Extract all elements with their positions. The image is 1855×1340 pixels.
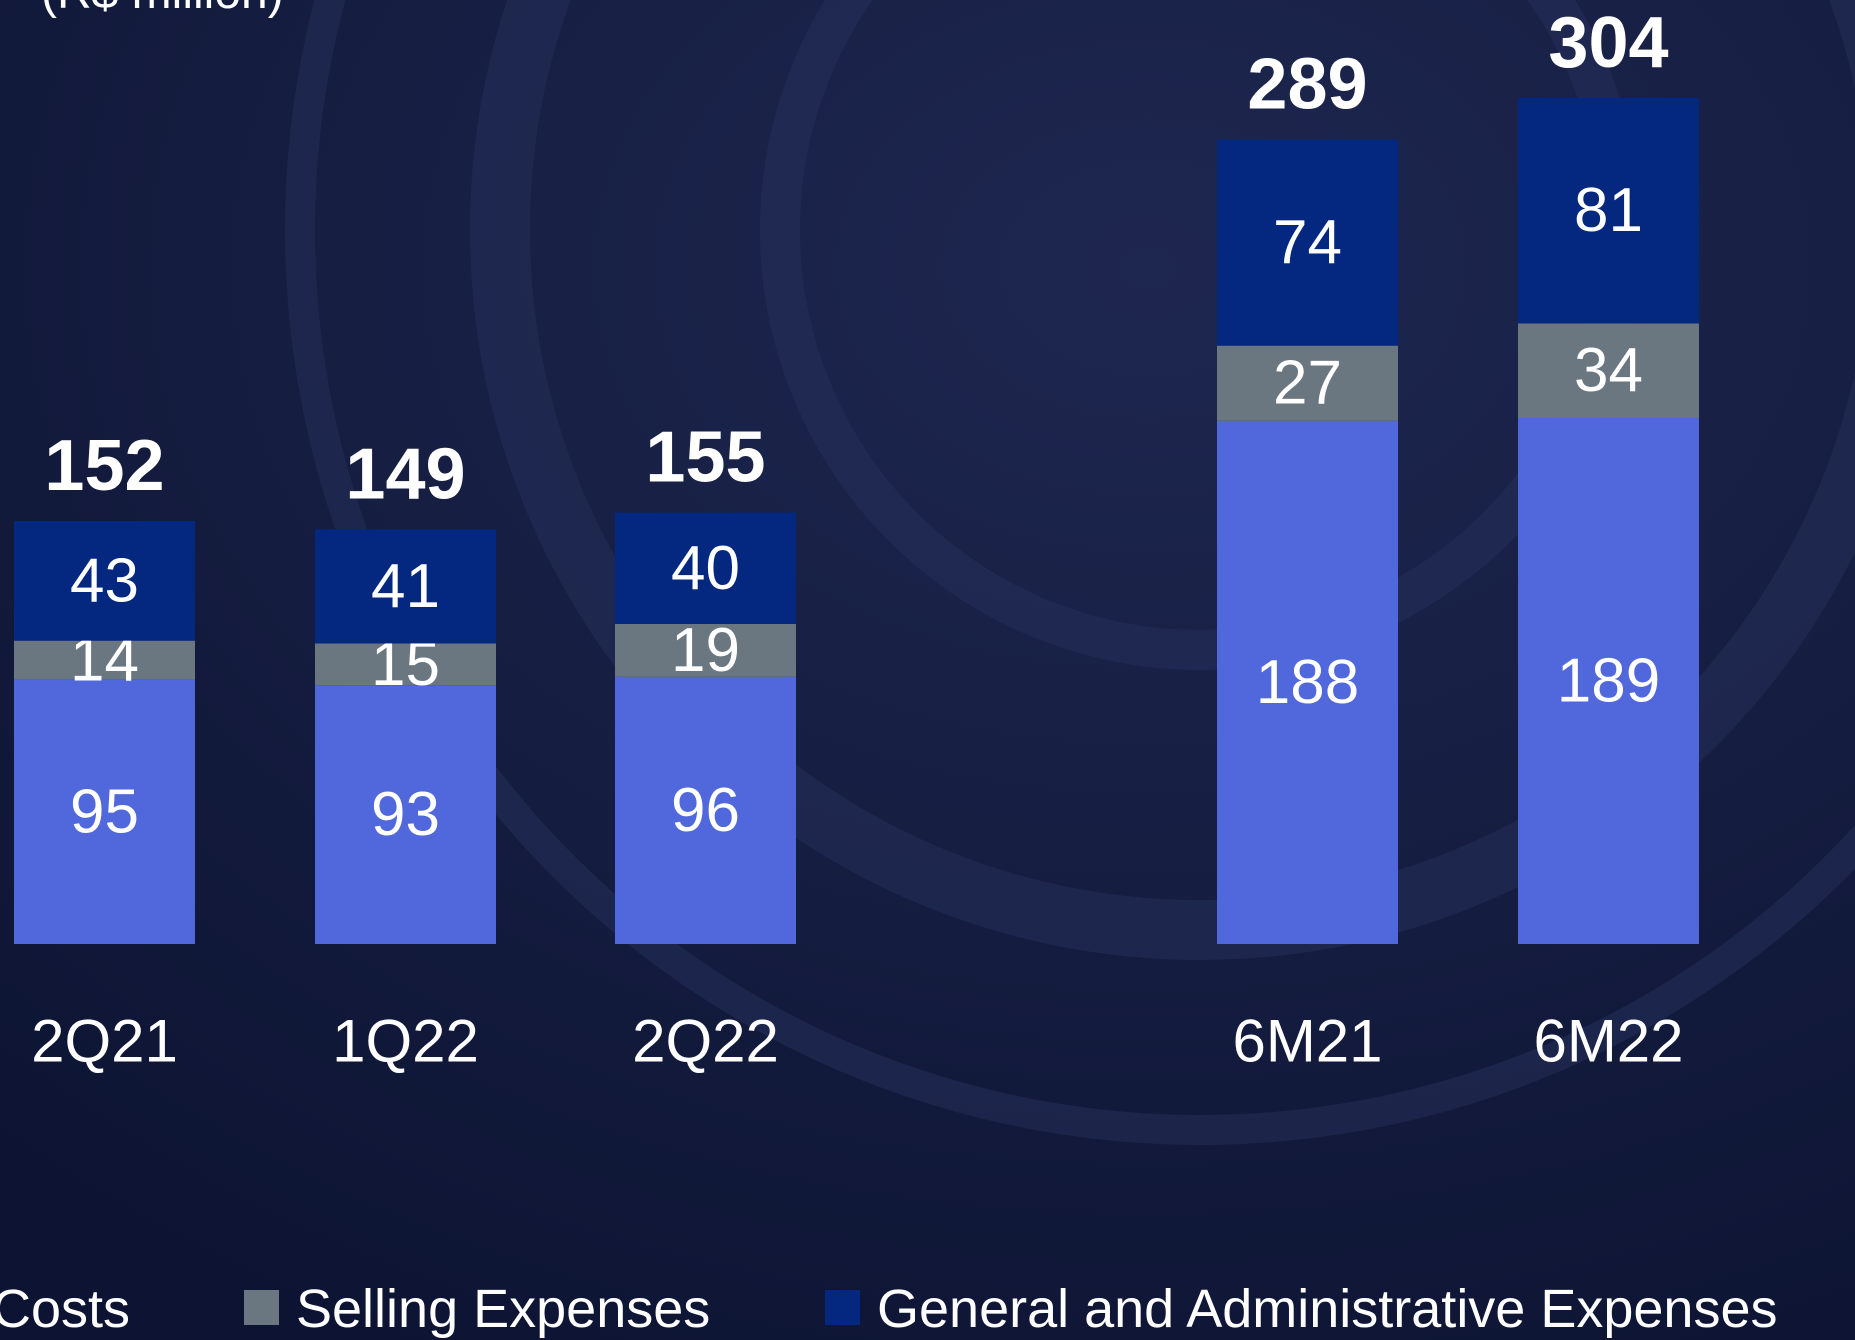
legend-swatch [244,1290,279,1325]
legend-label: Selling Expenses [296,1279,710,1339]
segment-label: 40 [671,534,740,603]
x-tick-label: 2Q21 [31,1008,178,1075]
bar-segment [1217,345,1398,421]
total-label: 304 [1548,3,1668,83]
segment-label: 81 [1574,176,1643,245]
legend-swatch [825,1290,860,1325]
bar-segment [1518,418,1699,944]
bar-segment [315,529,496,644]
segment-label: 188 [1256,648,1359,717]
total-label: 289 [1247,45,1367,125]
segment-label: 74 [1273,208,1342,277]
segment-label: 41 [371,552,440,621]
bar-segment [615,676,796,944]
segment-label: 27 [1273,349,1342,418]
segment-label: 34 [1574,336,1643,405]
bar-segment [315,685,496,944]
bar-segment [14,520,195,641]
segment-label: 43 [70,546,139,615]
bar-segment [14,679,195,944]
legend-label: Costs [0,1279,130,1339]
total-label: 155 [645,418,765,498]
bar-segment [615,512,796,624]
segment-label: 93 [371,780,440,849]
unit-label: (R$ million) [41,0,284,19]
bar-segment [1217,139,1398,346]
bar-segment [14,640,195,680]
bar-segment [615,623,796,677]
segment-label: 96 [671,776,740,845]
total-label: 152 [44,426,164,506]
bar-segment [1518,97,1699,324]
segment-label: 19 [671,616,740,685]
bar-segment [1518,323,1699,419]
bar-segment [1217,420,1398,944]
x-tick-label: 1Q22 [332,1008,479,1075]
segment-label: 95 [70,777,139,846]
legend-label: General and Administrative Expenses [877,1279,1778,1339]
x-tick-label: 6M21 [1232,1008,1382,1075]
x-tick-label: 2Q22 [632,1008,779,1075]
total-label: 149 [345,434,465,514]
segment-label: 189 [1557,647,1660,716]
bar-segment [315,643,496,686]
x-tick-label: 6M22 [1533,1008,1683,1075]
